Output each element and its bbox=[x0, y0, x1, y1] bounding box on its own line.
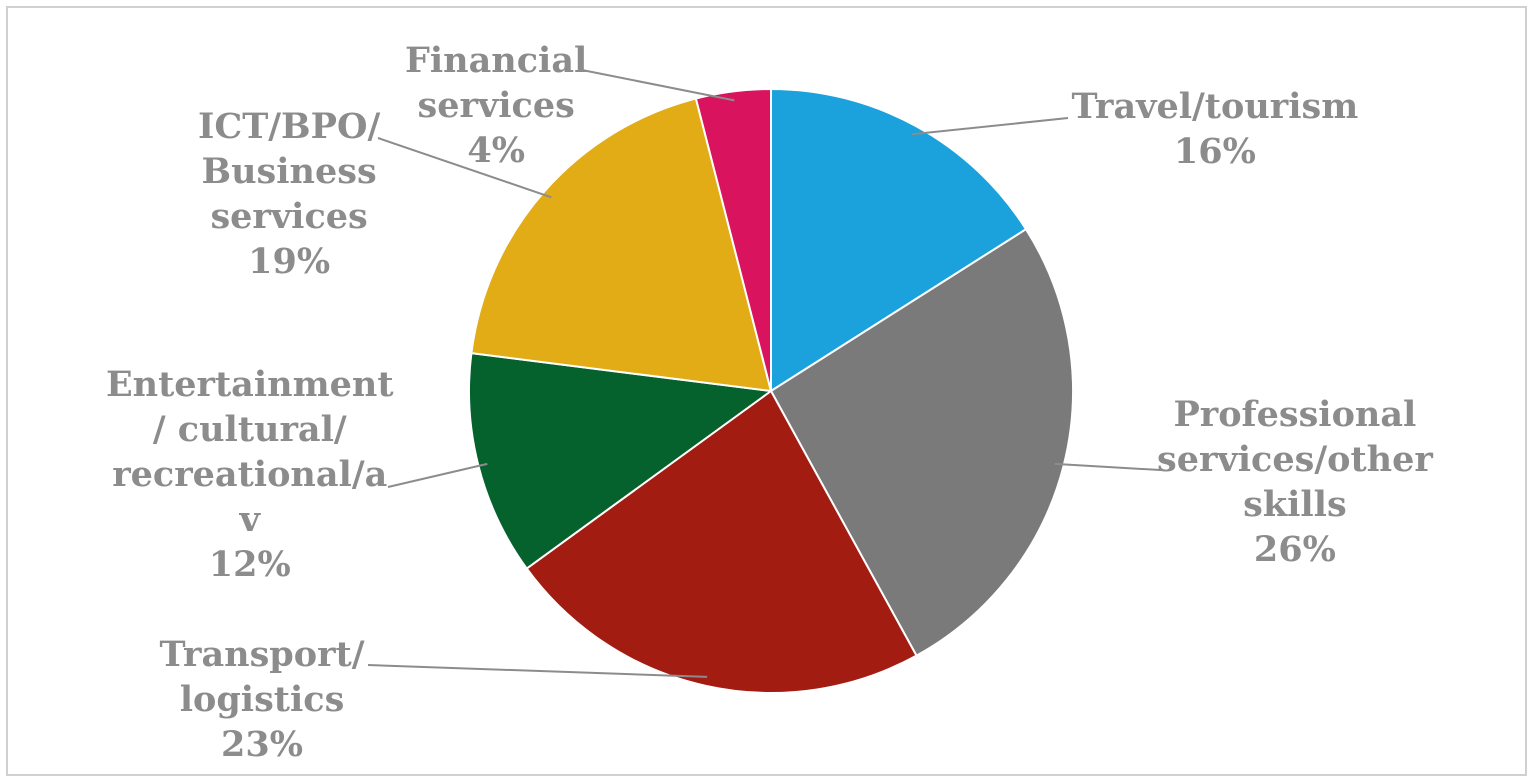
slice-percent-label: 19% bbox=[248, 241, 331, 282]
leader-line bbox=[387, 462, 488, 488]
slice-label: Travel/tourism 16% bbox=[1072, 84, 1359, 174]
slice-percent-label: 26% bbox=[1253, 529, 1336, 570]
slice-label-text: Travel/tourism bbox=[1071, 86, 1359, 127]
slice-label-text: Transport/ bbox=[159, 634, 365, 675]
slice-percent-label: 23% bbox=[221, 724, 303, 765]
slice-label-text: services/other bbox=[1157, 439, 1433, 480]
pie-slice bbox=[525, 389, 918, 694]
slice-label-text: Business bbox=[201, 151, 377, 192]
slice-percent-label: 12% bbox=[208, 544, 291, 585]
slice-percent-label: 4% bbox=[467, 130, 525, 171]
slice-label-text: Entertainment bbox=[106, 364, 394, 405]
slice-label: ICT/BPO/Business services 19% bbox=[198, 104, 380, 284]
slice-label-text: services bbox=[417, 85, 575, 126]
leader-line bbox=[367, 664, 708, 678]
slice-label-text: v bbox=[239, 499, 260, 540]
slice-label-text: logistics bbox=[179, 679, 345, 720]
slice-label: Entertainment / cultural/recreational/a v 1… bbox=[106, 362, 394, 587]
leader-line bbox=[1054, 462, 1161, 471]
slice-percent-label: 16% bbox=[1173, 131, 1256, 172]
slice-label: Professional services/other skills 26% bbox=[1157, 392, 1433, 572]
slice-label-text: ICT/BPO/ bbox=[198, 106, 381, 147]
pie-slice bbox=[769, 227, 1074, 657]
leader-line bbox=[911, 117, 1069, 136]
pie-slice bbox=[694, 87, 772, 392]
slice-label-text: recreational/a bbox=[112, 454, 388, 495]
slice-label: Financial services 4% bbox=[405, 38, 587, 173]
pie-slice bbox=[770, 87, 1028, 393]
slice-label-text: skills bbox=[1243, 484, 1347, 525]
slice-label-text: Professional bbox=[1173, 394, 1417, 435]
slice-label-text: services bbox=[210, 196, 368, 237]
pie-slice bbox=[470, 97, 773, 393]
slice-label-text: Financial bbox=[405, 40, 588, 81]
leader-line bbox=[377, 137, 552, 199]
slice-label: Transport/logistics 23% bbox=[160, 632, 365, 767]
leader-line bbox=[581, 69, 735, 102]
slice-label-text: / cultural/ bbox=[152, 409, 347, 450]
